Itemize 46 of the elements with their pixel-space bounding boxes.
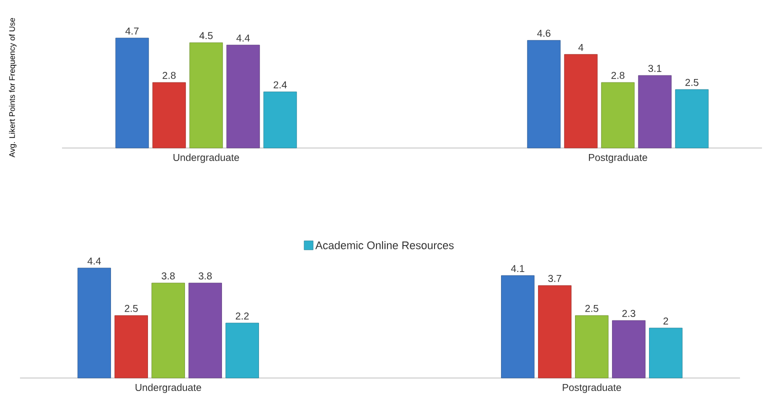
data-label: 2.8 — [162, 72, 176, 79]
data-label: 2.5 — [585, 304, 598, 312]
bar — [575, 315, 608, 378]
data-label: 2.2 — [236, 312, 249, 320]
bar — [601, 82, 635, 148]
data-label: 4 — [578, 44, 584, 51]
x-tick-label: Postgraduate — [588, 154, 648, 163]
bar — [564, 54, 598, 148]
data-label: 4.1 — [511, 265, 524, 272]
x-tick-label: Undergraduate — [174, 154, 240, 163]
data-label: 2.5 — [124, 304, 138, 312]
bar — [152, 82, 186, 148]
bar — [263, 92, 297, 148]
bar — [649, 328, 682, 378]
data-label: 3.8 — [162, 272, 175, 280]
data-label: 2.8 — [611, 72, 624, 79]
bar — [226, 322, 259, 378]
data-label: 4.7 — [125, 28, 139, 34]
bar — [675, 89, 709, 148]
y-axis-title: Avg. Likert Points for Frequency of Use — [9, 18, 16, 158]
legend-label: Academic Online Resources — [315, 241, 454, 250]
data-label: 3.7 — [548, 274, 562, 282]
bar — [188, 282, 222, 378]
data-label: 4.6 — [537, 30, 550, 37]
x-tick-label: Postgraduate — [562, 384, 622, 393]
bar — [638, 75, 672, 148]
bar — [189, 42, 223, 148]
data-label: 3.1 — [648, 64, 662, 72]
bar — [501, 275, 534, 378]
bar — [152, 282, 185, 378]
bar — [527, 40, 561, 148]
bar — [226, 44, 260, 148]
bar — [78, 268, 111, 378]
data-label: 4.4 — [236, 34, 250, 42]
data-label: 4.4 — [88, 258, 101, 264]
x-tick-label: Undergraduate — [136, 384, 202, 393]
bar — [114, 315, 148, 378]
data-label: 2.3 — [622, 310, 636, 317]
data-label: 2.5 — [685, 78, 698, 86]
data-label: 3.8 — [198, 272, 212, 280]
bar — [538, 285, 572, 378]
data-label: 2 — [663, 317, 668, 324]
data-label: 2.4 — [274, 81, 287, 88]
bar — [612, 320, 646, 378]
bar — [115, 38, 149, 148]
data-label: 4.5 — [199, 32, 213, 40]
